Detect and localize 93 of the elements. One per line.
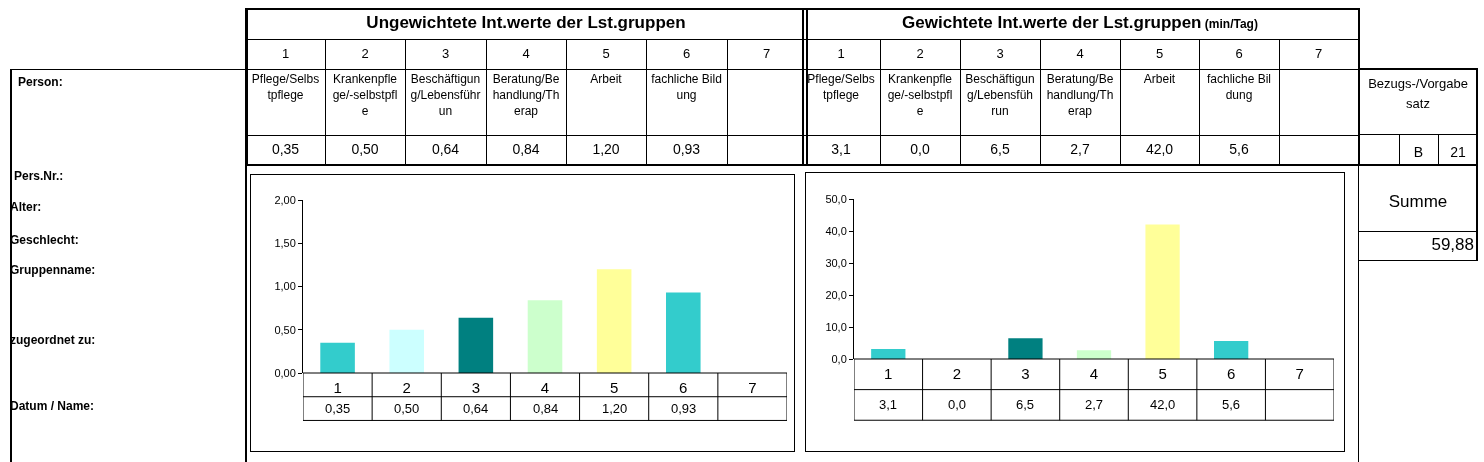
x-tick-label: 1 bbox=[333, 379, 342, 396]
y-tick-label: 20,0 bbox=[825, 288, 847, 301]
text: 0,0 bbox=[910, 141, 930, 157]
text: Arbeit bbox=[589, 71, 623, 88]
x-tick-label: 6 bbox=[1226, 365, 1236, 382]
text: Person: bbox=[18, 74, 64, 91]
y-tick-label: 30,0 bbox=[825, 256, 847, 269]
x-tick-label: 1 bbox=[884, 365, 893, 382]
x-tick-label: 2 bbox=[402, 379, 411, 396]
category-label: 7 bbox=[762, 46, 771, 61]
x-tick-label: 6 bbox=[679, 379, 688, 396]
data-label: 0,84 bbox=[533, 401, 559, 416]
text: B bbox=[1412, 143, 1425, 162]
text: Beschäftigung/Lebensführun bbox=[409, 71, 482, 120]
category-label: 4 bbox=[522, 46, 530, 61]
text: Geschlecht: bbox=[10, 232, 80, 249]
category-label: 5 bbox=[1155, 46, 1164, 61]
text: Bezugs-/Vorgabesatz bbox=[1368, 75, 1468, 113]
text: 2,7 bbox=[1070, 141, 1090, 157]
text: zugeordnet zu: bbox=[10, 332, 97, 349]
category-label: 4 bbox=[1076, 46, 1084, 61]
text: 59,88 bbox=[1430, 235, 1474, 255]
x-tick-label: 5 bbox=[609, 379, 619, 396]
text: 0,64 bbox=[431, 141, 460, 157]
x-tick-label: 4 bbox=[1089, 365, 1099, 382]
text: Gruppenname: bbox=[10, 262, 97, 279]
text: Pflege/Selbstpflege bbox=[806, 71, 876, 104]
data-label: 0,0 bbox=[948, 397, 967, 412]
text: fachliche Bildung bbox=[1206, 71, 1272, 104]
text: Beschäftigung/Lebensführun bbox=[964, 71, 1036, 120]
text: 21 bbox=[1449, 143, 1467, 162]
category-label: 2 bbox=[916, 46, 924, 61]
x-tick-label: 3 bbox=[1021, 365, 1030, 382]
y-tick-label: 40,0 bbox=[825, 224, 847, 237]
text: 1,20 bbox=[592, 141, 620, 157]
category-label: 3 bbox=[996, 46, 1004, 61]
chart-title: Gewichtete Int.werte der Lst.gruppen bbox=[902, 13, 1202, 32]
text: Krankenpflege/-selbstpfle bbox=[886, 71, 954, 120]
text: Beratung/Behandlung/Therap bbox=[1045, 71, 1115, 120]
y-tick-label: 2,00 bbox=[274, 193, 296, 206]
bar bbox=[1076, 350, 1112, 359]
data-label: 42,0 bbox=[1150, 397, 1176, 412]
data-label: 2,7 bbox=[1085, 397, 1104, 412]
chart-subtitle: (min/Tag) bbox=[1203, 17, 1258, 31]
text: Pers.Nr.: bbox=[14, 168, 65, 185]
bar bbox=[1145, 224, 1180, 359]
x-tick-label: 4 bbox=[540, 379, 550, 396]
text: Krankenpflege/-selbstpfle bbox=[331, 71, 399, 120]
y-tick-label: 0,0 bbox=[831, 352, 847, 365]
text: fachliche Bildung bbox=[650, 71, 723, 104]
data-label: 0,93 bbox=[671, 401, 697, 416]
category-label: 3 bbox=[441, 46, 450, 61]
x-tick-label: 2 bbox=[952, 365, 962, 382]
x-tick-label: 5 bbox=[1158, 365, 1167, 382]
y-tick-label: 50,0 bbox=[825, 192, 847, 205]
text: 42,0 bbox=[1145, 141, 1174, 157]
text: Summe bbox=[1387, 192, 1449, 212]
chart-title: Ungewichtete Int.werte der Lst.gruppen bbox=[366, 13, 686, 32]
data-label: 3,1 bbox=[879, 397, 898, 412]
text: 0,84 bbox=[512, 141, 540, 157]
category-label: 2 bbox=[361, 46, 369, 61]
text: 0,93 bbox=[672, 141, 701, 157]
text: Pflege/Selbstpflege bbox=[250, 71, 321, 104]
text: Arbeit bbox=[1142, 71, 1177, 88]
text: 3,1 bbox=[831, 141, 851, 157]
data-label: 0,50 bbox=[394, 401, 420, 416]
text: 6,5 bbox=[990, 141, 1010, 157]
x-tick-label: 3 bbox=[471, 379, 481, 396]
y-tick-label: 1,00 bbox=[274, 280, 296, 293]
y-tick-label: 1,50 bbox=[274, 237, 296, 250]
data-label: 6,5 bbox=[1016, 397, 1035, 412]
category-label: 5 bbox=[602, 46, 610, 61]
category-label: 7 bbox=[1314, 46, 1323, 61]
category-label: 6 bbox=[682, 46, 691, 61]
y-tick-label: 10,0 bbox=[825, 320, 847, 333]
category-label: 1 bbox=[837, 46, 845, 61]
text: 0,35 bbox=[271, 141, 300, 157]
x-tick-label: 7 bbox=[1295, 365, 1304, 382]
category-label: 1 bbox=[281, 46, 290, 61]
text: Beratung/Behandlung/Therap bbox=[491, 71, 561, 120]
x-tick-label: 7 bbox=[748, 379, 757, 396]
bar bbox=[871, 349, 906, 359]
data-label: 5,6 bbox=[1222, 397, 1241, 412]
text: 0,50 bbox=[351, 141, 379, 157]
bar bbox=[1008, 338, 1043, 359]
data-label: 0,64 bbox=[463, 401, 489, 416]
category-label: 6 bbox=[1235, 46, 1243, 61]
data-label: 0,35 bbox=[325, 401, 351, 416]
data-label: 1,20 bbox=[602, 401, 628, 416]
y-tick-label: 0,00 bbox=[274, 366, 296, 379]
text: 5,6 bbox=[1229, 141, 1249, 157]
y-tick-label: 0,50 bbox=[274, 323, 296, 336]
bar bbox=[1214, 341, 1249, 359]
